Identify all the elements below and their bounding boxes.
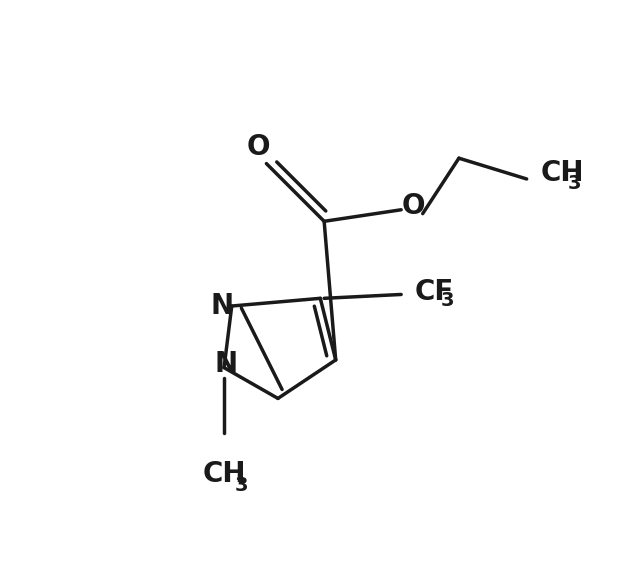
Text: 3: 3 [568, 174, 581, 193]
Text: CF: CF [415, 278, 454, 306]
Text: N: N [214, 350, 237, 378]
Text: 3: 3 [234, 476, 248, 495]
Text: N: N [211, 292, 234, 320]
Text: O: O [402, 192, 425, 220]
Text: CH: CH [202, 460, 246, 488]
Text: 3: 3 [440, 291, 454, 310]
Text: O: O [247, 132, 271, 160]
Text: CH: CH [541, 159, 584, 187]
